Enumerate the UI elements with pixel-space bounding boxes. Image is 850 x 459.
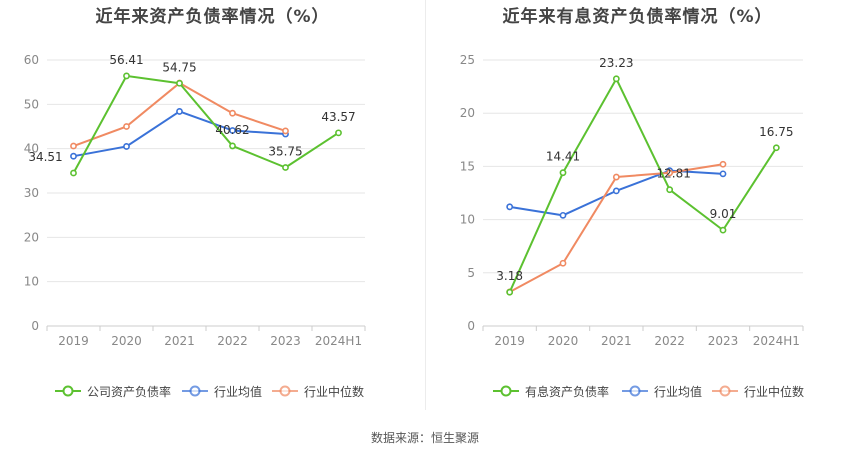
legend-item[interactable]: 行业均值 [182,382,262,400]
x-tick-label: 2022 [654,334,685,348]
data-point [123,72,130,80]
legend-label: 行业均值 [214,384,263,399]
legend-label: 有息资产负债率 [525,384,610,399]
debt-ratio-chart: 0 10 20 30 40 50 60 2019 2020 2021 2022 2023 2024H1 3… [24,53,366,348]
data-label: 35.75 [268,145,302,159]
legend-line-marker-icon [272,385,298,397]
data-label: 16.75 [759,125,793,139]
data-point [70,169,77,177]
series-line [72,74,340,174]
x-tick-label: 2022 [217,334,248,348]
data-point [719,160,727,168]
legend-line-marker-icon [55,385,81,397]
data-point [559,259,567,267]
data-label: 9.01 [710,207,737,221]
data-point [559,169,567,177]
y-tick-label: 60 [24,53,39,67]
legend-line-marker-icon [182,385,208,397]
data-point [772,144,780,152]
data-point [229,109,236,117]
data-point [559,211,567,219]
data-point [123,143,130,150]
x-tick-label: 2023 [270,334,301,348]
data-label: 56.41 [109,53,143,67]
chart-title: 近年来资产负债率情况（%） [95,7,330,27]
y-tick-label: 10 [24,275,39,289]
data-point [719,226,727,234]
x-tick-label: 2024H1 [315,334,362,348]
legend-label: 行业中位数 [304,384,365,399]
legend-item[interactable]: 有息资产负债率 [493,382,609,400]
data-label: 3.18 [496,269,523,283]
chart-legend: 有息资产负债率 行业均值 行业中位数 [425,382,850,400]
y-tick-label: 30 [24,186,39,200]
x-tick-label: 2021 [601,334,632,348]
data-point [282,164,289,171]
panel-divider [425,0,426,410]
x-tick-label: 2021 [164,334,195,348]
legend-line-marker-icon [493,385,519,397]
data-point [506,288,514,296]
data-source-note: 数据来源：恒生聚源 [370,431,479,445]
data-point [229,127,236,134]
y-tick-label: 20 [24,230,39,244]
data-label: 23.23 [599,56,633,70]
right-chart-panel: 近年来有息资产负债率情况（%） 0 5 10 15 20 25 2019 2020 2021 20… [425,0,850,420]
legend-line-marker-icon [622,385,648,397]
x-tick-label: 2019 [58,334,89,348]
legend-item[interactable]: 行业均值 [622,382,702,400]
y-tick-label: 40 [24,142,39,156]
chart-legend: 公司资产负债率 行业均值 行业中位数 [0,382,425,400]
x-tick-label: 2024H1 [753,334,800,348]
y-tick-label: 25 [460,53,475,67]
data-point [612,187,620,195]
legend-label: 行业中位数 [744,384,805,399]
data-point [506,203,514,211]
y-tick-label: 20 [460,106,475,120]
data-point [612,75,620,83]
x-tick-label: 2020 [111,334,142,348]
left-chart-panel: 近年来资产负债率情况（%） 0 10 20 30 40 50 60 2019 2020 2021 2… [0,0,425,420]
y-tick-label: 15 [460,159,475,173]
x-tick-label: 2019 [494,334,525,348]
legend-item[interactable]: 公司资产负债率 [55,382,171,400]
data-point [612,173,620,181]
legend-line-marker-icon [712,385,738,397]
data-point [282,127,289,135]
chart-title: 近年来有息资产负债率情况（%） [502,7,773,27]
data-point [719,170,727,178]
x-tick-label: 2020 [548,334,579,348]
data-label: 12.81 [656,167,690,181]
data-point [335,129,342,137]
data-point [666,186,674,194]
data-label: 40.62 [215,123,249,137]
data-point [176,108,183,115]
legend-item[interactable]: 行业中位数 [272,382,364,400]
x-tick-label: 2023 [708,334,739,348]
data-point [123,123,130,130]
legend-item[interactable]: 行业中位数 [712,382,804,400]
data-point [70,142,77,150]
y-tick-label: 10 [460,213,475,227]
data-label: 54.75 [162,60,196,74]
legend-label: 行业均值 [654,384,703,399]
data-label: 43.57 [321,110,355,124]
data-label: 14.41 [546,150,580,164]
data-point [70,152,77,160]
y-tick-label: 5 [467,266,475,280]
data-point [229,142,236,150]
data-point [666,169,674,177]
y-tick-label: 0 [467,319,475,333]
data-point [176,79,183,87]
series-line [508,77,778,293]
y-tick-label: 50 [24,97,39,111]
interest-bearing-debt-ratio-chart: 0 5 10 15 20 25 2019 2020 2021 2022 2023 2024H1 3.18… [460,53,804,348]
legend-label: 公司资产负债率 [87,384,172,399]
data-label: 34.51 [28,150,62,164]
y-tick-label: 0 [31,319,39,333]
